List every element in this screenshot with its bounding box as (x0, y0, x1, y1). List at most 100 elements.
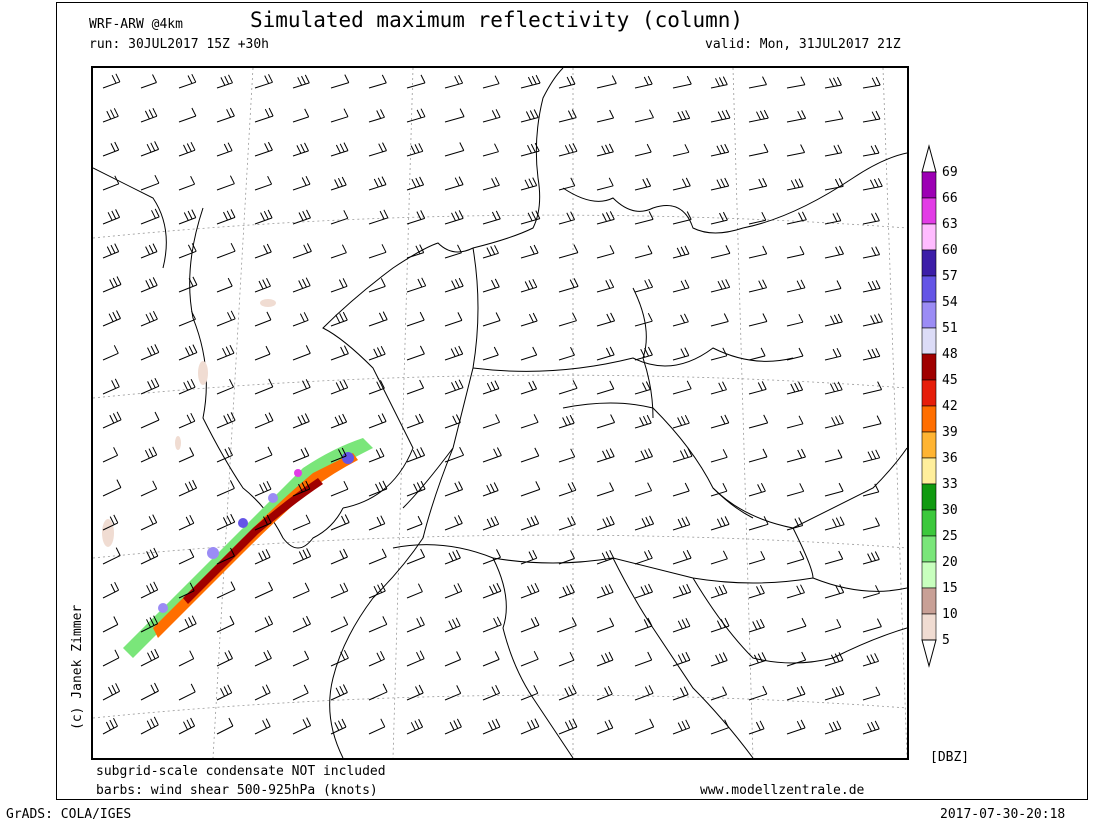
wind-barb (406, 413, 424, 429)
wind-barb (786, 110, 807, 123)
wind-barb (634, 515, 655, 531)
wind-barb (178, 209, 197, 225)
wind-barb (102, 209, 121, 225)
wind-barb (406, 718, 424, 735)
wind-barb (634, 448, 653, 463)
wind-barb (368, 582, 386, 599)
legend-label-51: 51 (942, 321, 958, 336)
wind-barb (824, 449, 843, 463)
wind-barb (786, 245, 805, 259)
wind-barb (292, 345, 311, 361)
wind-barb (292, 480, 311, 497)
wind-barb (406, 684, 424, 701)
wind-barb (444, 312, 463, 327)
wind-barb (710, 211, 728, 225)
wind-barb (672, 549, 692, 565)
wind-barb (140, 74, 157, 89)
wind-barb (178, 650, 195, 667)
wind-barb (634, 278, 654, 293)
wind-barb (140, 716, 159, 735)
wind-barb (748, 618, 765, 633)
wind-barb (786, 415, 804, 429)
wind-barb (444, 176, 464, 191)
wind-barb (558, 75, 576, 89)
footer-note-barbs: barbs: wind shear 500-925hPa (knots) (96, 783, 378, 798)
wind-barb (824, 178, 844, 191)
wind-barb (748, 720, 765, 735)
wind-barb (482, 109, 501, 123)
wind-barb (748, 584, 765, 599)
wind-barb (368, 413, 387, 429)
wind-barb (444, 142, 465, 157)
wind-barb (406, 345, 425, 361)
wind-barb (368, 616, 388, 633)
wind-barb (444, 651, 462, 667)
wind-barb (596, 177, 614, 191)
wind-barb (862, 110, 881, 123)
wind-barb (862, 517, 880, 531)
wind-barb (406, 447, 426, 463)
wind-barb (482, 143, 499, 157)
wind-barb (292, 379, 311, 395)
wind-barb (102, 616, 119, 633)
wind-barb (824, 584, 845, 599)
wind-barb (786, 211, 807, 225)
wind-barb (634, 211, 654, 225)
wind-barb (254, 412, 274, 429)
wind-barb (634, 75, 653, 89)
wind-barb (596, 279, 615, 293)
wind-barb (596, 651, 614, 667)
wind-barb (292, 447, 310, 463)
wind-barb (292, 243, 312, 259)
wind-barb (710, 449, 728, 463)
wind-barb (102, 581, 120, 599)
wind-barb (748, 245, 768, 259)
wind-barb (102, 479, 122, 497)
wind-barb (406, 616, 425, 633)
wind-barb (140, 581, 159, 599)
wind-barb (558, 380, 578, 395)
wind-barb (292, 514, 311, 531)
wind-barb (330, 616, 349, 633)
wind-barb (710, 143, 730, 157)
wind-barb (330, 108, 349, 123)
wind-barb (710, 516, 730, 531)
wind-barb (558, 346, 575, 361)
wind-barb (254, 209, 273, 225)
wind-barb (330, 548, 348, 565)
legend-swatch-30 (921, 509, 937, 537)
legend-label-60: 60 (942, 243, 958, 258)
weak-echoes (102, 299, 276, 547)
wind-barb (710, 550, 728, 565)
legend-swatch-48 (921, 353, 937, 381)
wind-barb (140, 514, 158, 531)
wind-barb (672, 245, 690, 259)
wind-barb (254, 480, 272, 497)
wind-barb (102, 73, 121, 89)
legend-unit: [DBZ] (930, 750, 970, 765)
wind-barb (406, 143, 424, 157)
legend-swatch-15 (921, 587, 937, 615)
wind-barb (520, 616, 540, 633)
wind-barb (520, 447, 540, 463)
wind-barb (748, 347, 766, 361)
wind-barb (824, 618, 842, 633)
wind-barb (672, 75, 692, 89)
wind-barb (558, 481, 577, 497)
wind-barb (748, 211, 767, 225)
wind-barb (672, 686, 689, 701)
wind-barb (178, 717, 196, 735)
wind-barb (292, 74, 310, 89)
wind-barb (520, 380, 538, 395)
wind-barb (368, 718, 386, 735)
wind-barb (140, 310, 158, 327)
wind-barb (102, 411, 122, 429)
wind-barb (368, 380, 385, 395)
wind-barb (710, 617, 730, 633)
wind-barb (292, 209, 311, 225)
wind-barb (710, 109, 731, 123)
wind-barb (444, 446, 465, 463)
wind-barb (558, 177, 576, 191)
wind-barb (672, 211, 692, 225)
wind-barb (558, 516, 576, 531)
